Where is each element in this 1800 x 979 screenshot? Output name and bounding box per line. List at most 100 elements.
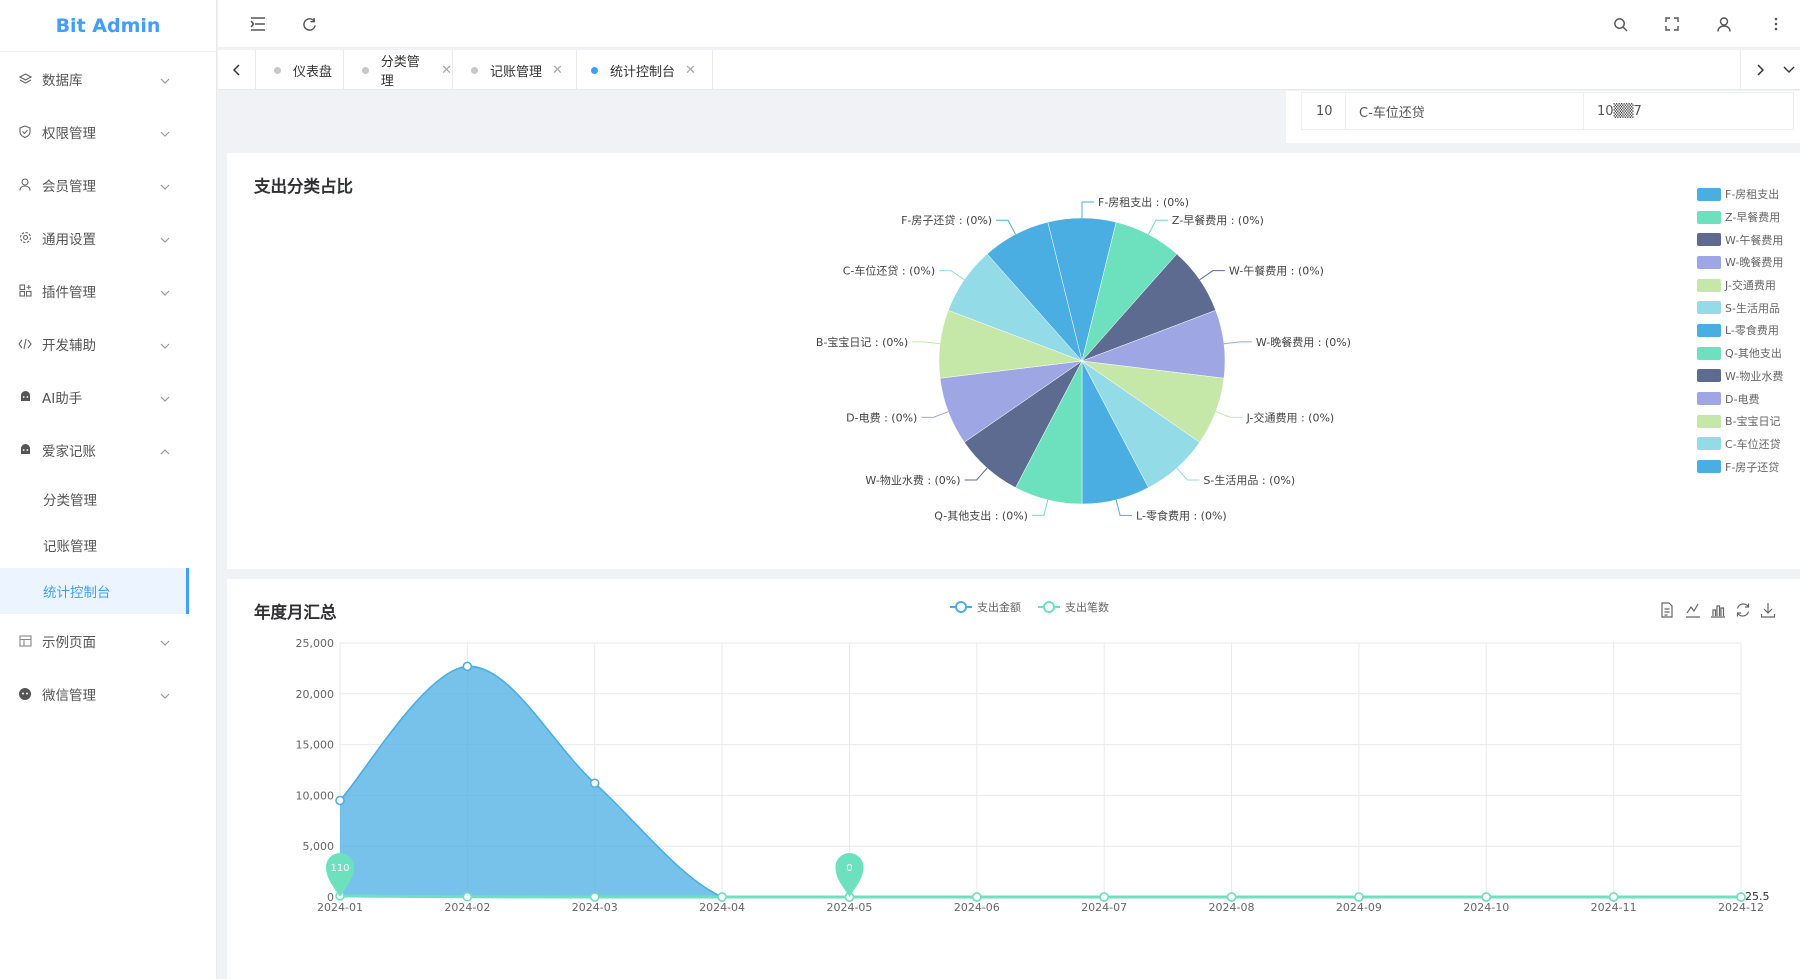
legend-item[interactable]: J-交通费用 bbox=[1697, 274, 1797, 297]
sidebar-subitem[interactable]: 分类管理 bbox=[0, 476, 216, 522]
sidebar-item[interactable]: 数据库 bbox=[0, 52, 216, 105]
data-point[interactable] bbox=[462, 892, 473, 902]
tab-prev-button[interactable] bbox=[218, 50, 256, 90]
legend-item[interactable]: L-零食费用 bbox=[1697, 319, 1797, 342]
sidebar-subitem[interactable]: 统计控制台 bbox=[0, 568, 189, 614]
tab-dropdown-button[interactable] bbox=[1778, 50, 1800, 90]
sidebar-item[interactable]: 权限管理 bbox=[0, 105, 216, 158]
legend-item[interactable]: W-晚餐费用 bbox=[1697, 251, 1797, 274]
legend-item[interactable]: 支出金额 bbox=[950, 600, 1021, 614]
sidebar-item[interactable]: 通用设置 bbox=[0, 211, 216, 264]
sidebar-item[interactable]: 插件管理 bbox=[0, 264, 216, 317]
legend-item[interactable]: 支出笔数 bbox=[1038, 600, 1109, 614]
legend-item[interactable]: S-生活用品 bbox=[1697, 296, 1797, 319]
legend-item[interactable]: W-物业水费 bbox=[1697, 365, 1797, 388]
app-logo[interactable]: Bit Admin bbox=[0, 0, 216, 52]
pie-label-line bbox=[1176, 467, 1200, 481]
pie-label-line bbox=[1215, 411, 1243, 418]
fullscreen-icon[interactable] bbox=[1662, 14, 1682, 34]
sidebar-subitem-label: 统计控制台 bbox=[43, 585, 111, 601]
sidebar-item[interactable]: 开发辅助 bbox=[0, 317, 216, 370]
sidebar-subitem-label: 记账管理 bbox=[43, 539, 97, 555]
tab-close-icon[interactable]: ✕ bbox=[685, 62, 696, 78]
data-point[interactable] bbox=[1736, 892, 1746, 902]
sidebar-item[interactable]: AI助手 bbox=[0, 370, 216, 423]
x-tick-label: 2024-09 bbox=[1336, 901, 1382, 914]
tab-accounting[interactable]: 记账管理 ✕ bbox=[453, 50, 577, 90]
tab-category[interactable]: 分类管理 ✕ bbox=[344, 50, 453, 90]
legend-item[interactable]: C-车位还贷 bbox=[1697, 433, 1797, 456]
tab-next-button[interactable] bbox=[1740, 50, 1778, 90]
series-line-expense-count bbox=[339, 894, 1741, 899]
sidebar-item[interactable]: 爱家记账 bbox=[0, 423, 216, 476]
pie-label-line bbox=[1199, 270, 1225, 281]
chevron-down-icon bbox=[160, 390, 172, 402]
sidebar-item[interactable]: 微信管理 bbox=[0, 667, 216, 720]
tab-close-icon[interactable]: ✕ bbox=[441, 62, 452, 78]
y-tick-label: 20,000 bbox=[296, 688, 335, 701]
data-view-icon[interactable] bbox=[1660, 602, 1678, 620]
legend-item[interactable]: W-午餐费用 bbox=[1697, 228, 1797, 251]
pie-slice-label: W-物业水费 : (0%) bbox=[865, 473, 960, 487]
search-icon[interactable] bbox=[1610, 14, 1630, 34]
main-content: 10 C-车位还贷 10▒▒7 支出分类占比 F-房租支出 : (0%) Z-早餐… bbox=[218, 91, 1800, 979]
sidebar-item[interactable]: 会员管理 bbox=[0, 158, 216, 211]
legend-label: W-晚餐费用 bbox=[1725, 256, 1784, 270]
menu-fold-icon[interactable] bbox=[248, 14, 268, 34]
pie-slice-label: C-车位还贷 : (0%) bbox=[843, 264, 935, 278]
restore-icon[interactable] bbox=[1735, 602, 1753, 620]
data-point[interactable] bbox=[717, 892, 727, 902]
data-point[interactable] bbox=[462, 661, 473, 672]
sidebar-subitem[interactable]: 记账管理 bbox=[0, 522, 216, 568]
layout-icon bbox=[18, 634, 32, 648]
data-point[interactable] bbox=[1481, 892, 1492, 902]
legend-label: Z-早餐费用 bbox=[1725, 211, 1781, 225]
data-point[interactable] bbox=[1608, 892, 1619, 902]
legend-item[interactable]: F-房租支出 bbox=[1697, 183, 1797, 206]
legend-swatch bbox=[1697, 255, 1721, 269]
data-point[interactable] bbox=[589, 778, 600, 788]
data-point[interactable] bbox=[972, 892, 982, 902]
pie-slice[interactable] bbox=[986, 221, 1083, 362]
tab-dashboard[interactable]: 仪表盘 bbox=[256, 50, 344, 90]
legend-label: S-生活用品 bbox=[1725, 301, 1780, 315]
data-point[interactable] bbox=[1226, 892, 1237, 902]
sidebar: Bit Admin 数据库 权限管理 会员管理 通用设置 插件管理 开发辅助 AI助手 爱家记… bbox=[0, 0, 217, 979]
line-chart-icon[interactable] bbox=[1685, 602, 1703, 620]
marker-pin: 0 bbox=[835, 853, 864, 897]
legend-label: W-午餐费用 bbox=[1725, 233, 1784, 247]
data-point[interactable] bbox=[1354, 892, 1364, 902]
bar-chart-icon[interactable] bbox=[1710, 602, 1728, 620]
data-point[interactable] bbox=[335, 795, 345, 806]
legend-item[interactable]: Q-其他支出 bbox=[1697, 342, 1797, 365]
sidebar-menu: 数据库 权限管理 会员管理 通用设置 插件管理 开发辅助 AI助手 爱家记账分类管理记账管理统… bbox=[0, 52, 216, 720]
user-icon[interactable] bbox=[1714, 14, 1734, 34]
wechat-icon bbox=[18, 687, 32, 701]
data-point[interactable] bbox=[589, 892, 600, 902]
pie-label-line bbox=[912, 341, 941, 345]
plugin-icon bbox=[18, 284, 32, 298]
more-vertical-icon[interactable] bbox=[1766, 14, 1786, 34]
legend-item[interactable]: D-电费 bbox=[1697, 387, 1797, 410]
legend-item[interactable]: B-宝宝日记 bbox=[1697, 410, 1797, 433]
tab-label: 仪表盘 bbox=[293, 64, 333, 80]
legend-item[interactable]: F-房子还贷 bbox=[1697, 455, 1797, 478]
download-icon[interactable] bbox=[1760, 602, 1778, 620]
legend-label: F-房子还贷 bbox=[1725, 460, 1780, 474]
pie-slice-label: D-电费 : (0%) bbox=[846, 411, 917, 424]
legend-item[interactable]: Z-早餐费用 bbox=[1697, 206, 1797, 229]
data-point[interactable] bbox=[1099, 892, 1109, 902]
legend-marker bbox=[955, 601, 967, 613]
pie-slice-label: B-宝宝日记 : (0%) bbox=[816, 335, 908, 349]
legend-label: 支出金额 bbox=[977, 600, 1021, 614]
legend-swatch bbox=[1697, 460, 1721, 474]
refresh-icon[interactable] bbox=[299, 14, 319, 34]
table-row: 10 C-车位还贷 10▒▒7 bbox=[1301, 92, 1794, 130]
tab-close-icon[interactable]: ✕ bbox=[552, 62, 563, 78]
line-card-title: 年度月汇总 bbox=[254, 603, 337, 622]
android-icon bbox=[18, 443, 32, 457]
sidebar-subitem-label: 分类管理 bbox=[43, 493, 97, 509]
legend-swatch bbox=[1697, 301, 1721, 315]
tab-statistics[interactable]: 统计控制台 ✕ bbox=[577, 50, 713, 90]
sidebar-item[interactable]: 示例页面 bbox=[0, 614, 216, 667]
